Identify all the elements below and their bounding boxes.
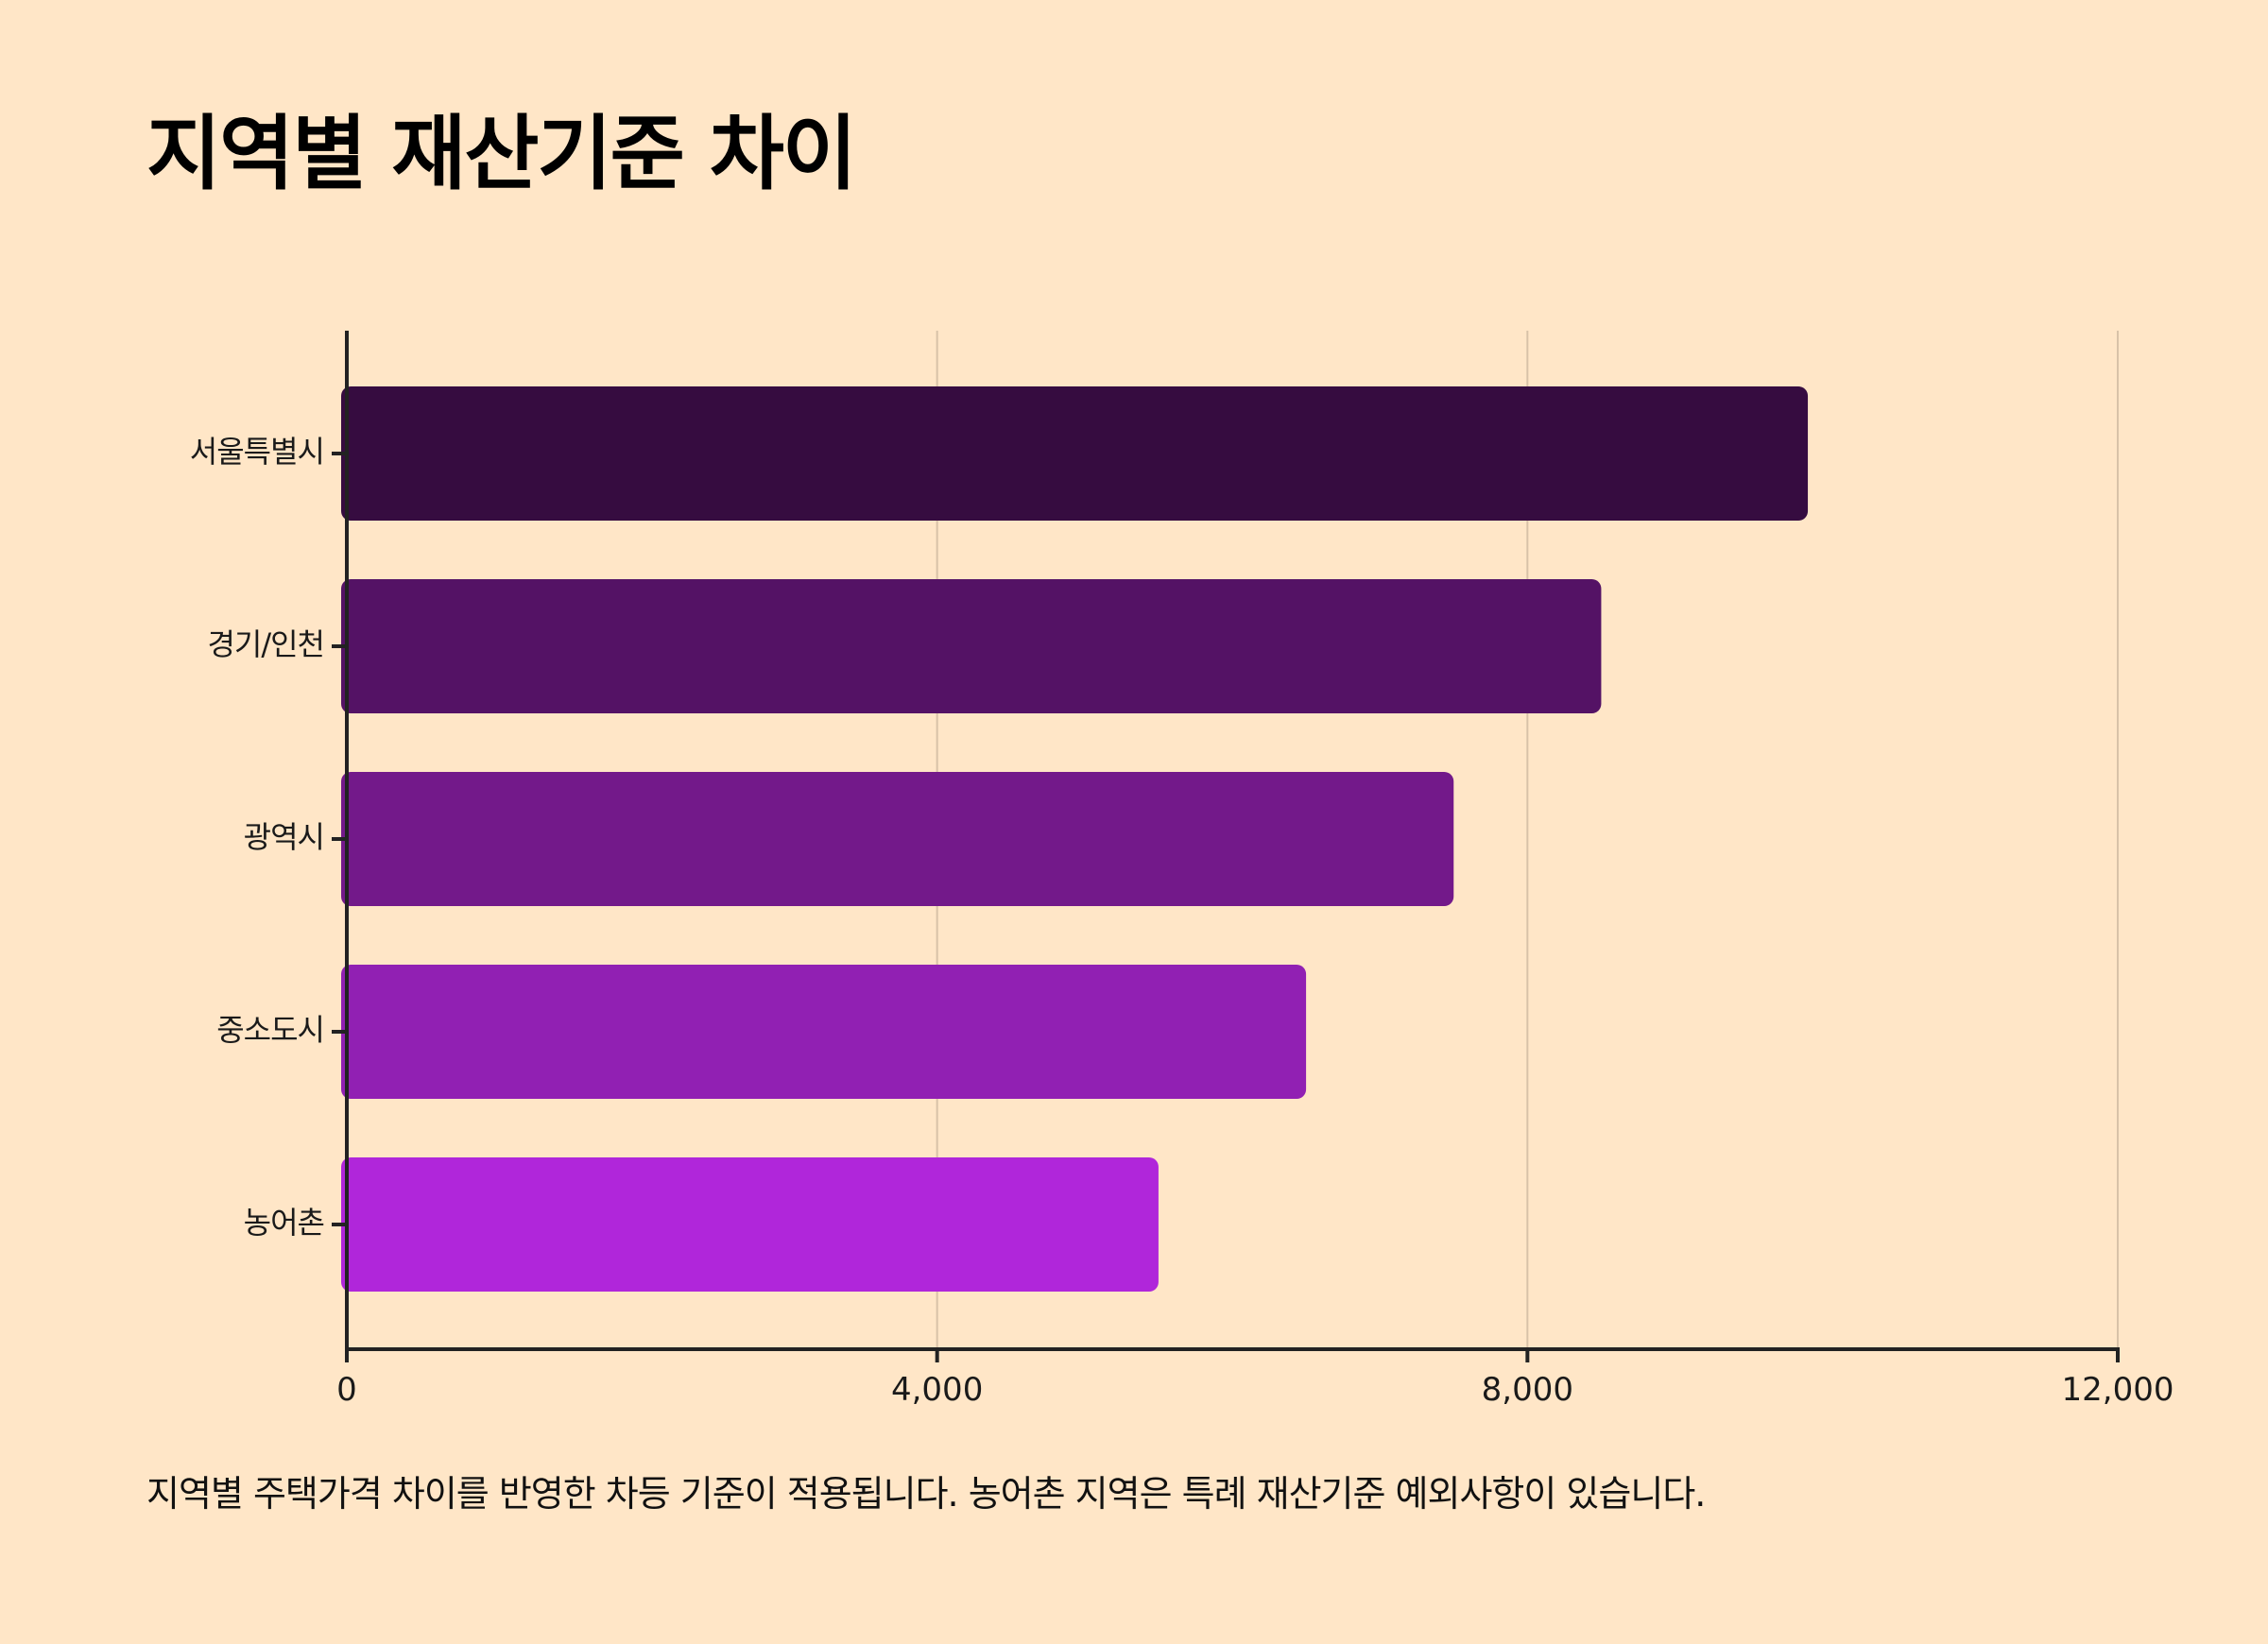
page-title: 지역별 재산기준 차이 <box>146 107 857 201</box>
bars <box>341 386 1809 1292</box>
bar-4 <box>341 1157 1159 1292</box>
bar-1 <box>341 579 1602 713</box>
x-tick-label-0: 0 <box>336 1371 357 1409</box>
y-tick-label-2: 광역시 <box>244 819 324 855</box>
bar-2 <box>341 772 1454 906</box>
y-tick-label-1: 경기/인천 <box>207 626 324 662</box>
y-tick-label-3: 중소도시 <box>216 1012 324 1048</box>
x-tick-label-2: 8,000 <box>1482 1371 1573 1409</box>
footnote: 지역별 주택가격 차이를 반영한 차등 기준이 적용됩니다. 농어촌 지역은 특… <box>146 1473 1706 1515</box>
axes <box>332 331 2120 1362</box>
x-tick-label-3: 12,000 <box>2062 1371 2174 1409</box>
bar-0 <box>341 386 1809 521</box>
bar-3 <box>341 965 1307 1099</box>
y-tick-label-4: 농어촌 <box>244 1205 324 1241</box>
x-tick-label-1: 4,000 <box>891 1371 983 1409</box>
y-tick-label-0: 서울특별시 <box>190 434 324 470</box>
